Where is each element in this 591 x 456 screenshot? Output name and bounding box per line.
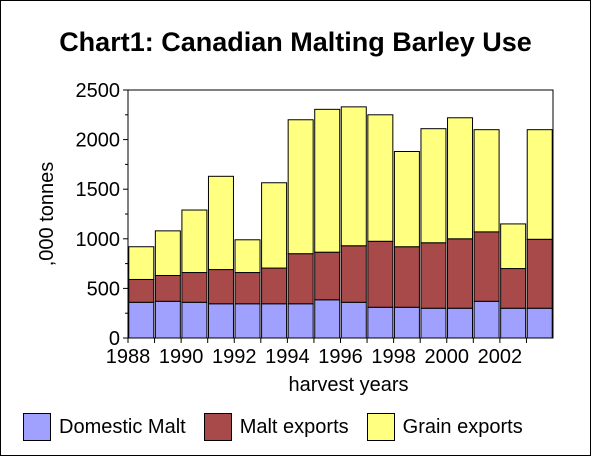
bar-segment (154, 275, 181, 302)
bar-segment (393, 306, 420, 339)
x-tick-label: 1996 (318, 346, 363, 368)
legend-item: Malt exports (203, 413, 349, 441)
bar-segment (181, 272, 208, 303)
y-tick-label: 500 (87, 278, 120, 300)
bar-segment (420, 307, 447, 339)
y-tick-label: 0 (109, 328, 120, 350)
bar-segment (367, 306, 394, 339)
bar-segment (314, 299, 341, 339)
legend-swatch (23, 413, 51, 441)
bar-segment (526, 307, 553, 339)
bar-segment (128, 278, 155, 303)
bar-segment (526, 238, 553, 309)
bar-segment (473, 231, 500, 302)
x-tick-label: 1994 (265, 346, 310, 368)
bar-segment (261, 182, 288, 269)
x-tick-label: 2000 (425, 346, 470, 368)
bar-segment (207, 175, 234, 271)
bar-segment (287, 303, 314, 339)
y-tick-label: 1500 (76, 179, 121, 201)
bar-segment (473, 300, 500, 339)
legend-swatch (203, 413, 232, 441)
x-tick-label: 1998 (371, 346, 416, 368)
bar-segment (261, 303, 288, 339)
bar-segment (154, 300, 181, 339)
bar-segment (500, 307, 527, 339)
legend-label: Domestic Malt (59, 415, 186, 438)
bar-segment (447, 117, 474, 240)
bar-segment (447, 307, 474, 339)
y-tick-label: 1000 (76, 229, 121, 251)
bar-segment (314, 108, 341, 253)
y-axis-label: ,000 tonnes (36, 162, 58, 267)
bar-segment (181, 301, 208, 339)
bar-segment (393, 246, 420, 308)
x-tick-label: 1990 (159, 346, 204, 368)
bar-segment (393, 151, 420, 248)
bar-segment (367, 114, 394, 242)
bar-segment (207, 303, 234, 339)
bar-segment (526, 129, 553, 240)
bar-segment (234, 272, 261, 305)
bar-segment (340, 245, 367, 303)
bar-segment (207, 269, 234, 305)
y-tick-label: 2500 (76, 80, 121, 102)
x-tick-label: 2002 (478, 346, 523, 368)
chart-legend: Domestic Malt Malt exports Grain exports (23, 412, 541, 442)
bar-segment (234, 303, 261, 339)
bar-segment (154, 230, 181, 277)
x-axis-label: harvest years (288, 374, 408, 396)
bar-segment (287, 119, 314, 255)
bar-segment (128, 246, 155, 280)
bar-segment (340, 301, 367, 339)
x-tick-label: 1992 (212, 346, 257, 368)
bar-segment (128, 301, 155, 339)
legend-label: Grain exports (402, 415, 523, 438)
bar-segment (447, 238, 474, 309)
legend-item: Grain exports (366, 413, 523, 441)
bar-segment (340, 106, 367, 247)
bar-segment (261, 267, 288, 305)
x-tick-label: 1988 (106, 346, 151, 368)
chart-title: Chart1: Canadian Malting Barley Use (59, 27, 532, 57)
bar-segment (420, 242, 447, 309)
bar-segment (500, 268, 527, 309)
legend-swatch (366, 413, 395, 441)
bar-segment (314, 251, 341, 301)
bar-segment (500, 223, 527, 270)
y-tick-label: 2000 (76, 130, 121, 152)
bar-segment (181, 209, 208, 274)
legend-label: Malt exports (239, 415, 349, 438)
legend-item: Domestic Malt (23, 413, 186, 441)
bar-segment (420, 128, 447, 244)
bar-segment (234, 239, 261, 274)
bar-segment (473, 129, 500, 233)
bar-segment (367, 240, 394, 308)
bar-segment (287, 253, 314, 305)
